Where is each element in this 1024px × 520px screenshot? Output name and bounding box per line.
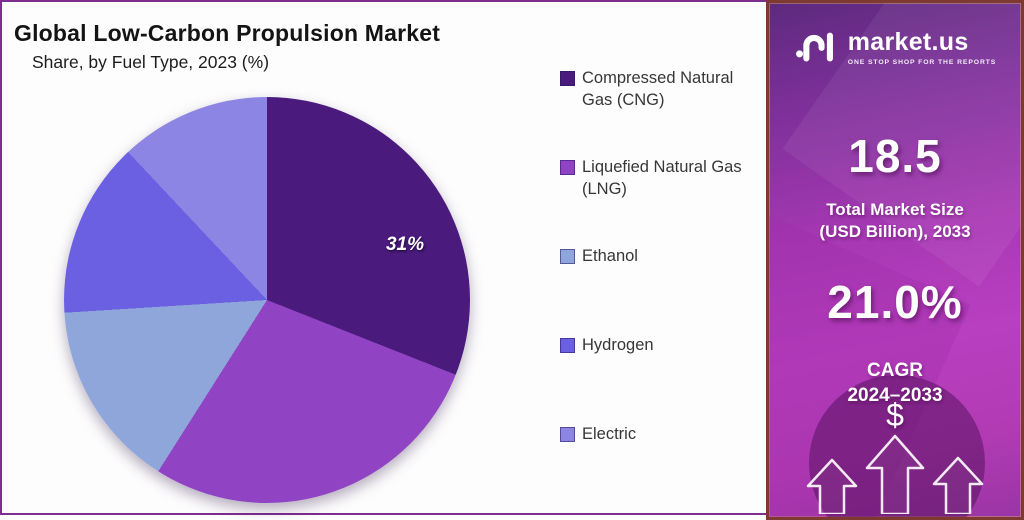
cagr-label: CAGR 2024–2033	[769, 359, 1021, 408]
legend-swatch	[560, 160, 575, 175]
legend-item: Compressed Natural Gas (CNG)	[560, 68, 760, 157]
growth-arrows-icon	[790, 434, 1000, 517]
market-size-value: 18.5	[848, 130, 942, 182]
brand-tagline: ONE STOP SHOP FOR THE REPORTS	[847, 58, 997, 66]
legend-label: Ethanol	[582, 247, 638, 265]
pie-chart: 31%	[64, 97, 470, 503]
legend-label: Liquefied Natural Gas (LNG)	[582, 158, 742, 198]
brand-sidebar: market.us ONE STOP SHOP FOR THE REPORTS …	[766, 0, 1024, 520]
cagr-value: 21.0%	[827, 276, 963, 328]
market-size-label-line1: Total Market Size	[826, 200, 964, 219]
chart-panel: Global Low-Carbon Propulsion Market Shar…	[0, 0, 766, 515]
chart-subtitle: Share, by Fuel Type, 2023 (%)	[32, 52, 270, 72]
dollar-icon: $	[886, 397, 904, 433]
cagr-label-line2: 2024–2033	[847, 384, 943, 406]
market-size-label: Total Market Size (USD Billion), 2033	[769, 199, 1021, 243]
legend-item: Hydrogen	[560, 335, 760, 424]
brand-text-block: market.us ONE STOP SHOP FOR THE REPORTS	[848, 28, 996, 66]
decorative-circle	[809, 375, 985, 517]
legend-label: Hydrogen	[582, 336, 654, 354]
legend: Compressed Natural Gas (CNG) Liquefied Na…	[560, 68, 760, 513]
legend-swatch	[560, 71, 575, 86]
legend-label: Electric	[582, 425, 637, 443]
legend-item: Electric	[560, 424, 760, 513]
marketus-logo-icon	[794, 25, 840, 68]
cagr-label-line1: CAGR	[867, 360, 923, 381]
legend-item: Ethanol	[560, 246, 760, 335]
pie-slice-data-label: 31%	[385, 234, 425, 255]
brand-logo-row: market.us ONE STOP SHOP FOR THE REPORTS	[769, 25, 1021, 68]
legend-label: Compressed Natural Gas (CNG)	[582, 69, 734, 109]
brand-name: market.us	[847, 27, 969, 56]
legend-swatch	[560, 427, 575, 442]
chart-title: Global Low-Carbon Propulsion Market	[14, 20, 441, 46]
legend-swatch	[560, 249, 575, 264]
market-size-label-line2: (USD Billion), 2033	[819, 222, 971, 242]
legend-swatch	[560, 338, 575, 353]
legend-item: Liquefied Natural Gas (LNG)	[560, 157, 760, 246]
